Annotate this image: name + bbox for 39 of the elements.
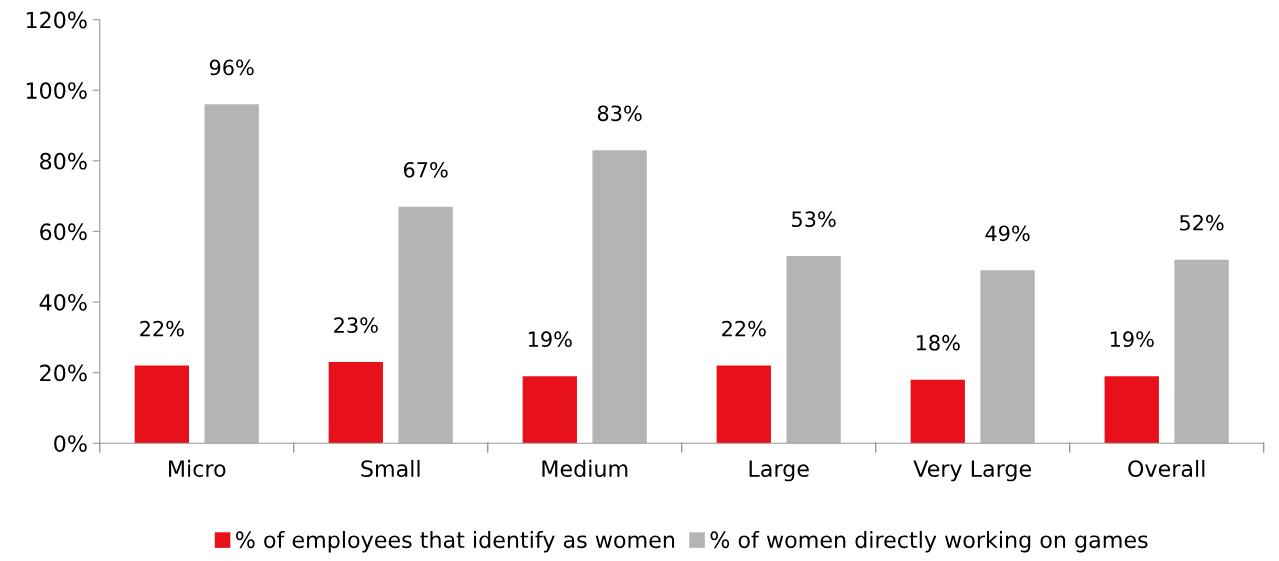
bar xyxy=(786,256,841,444)
x-tick-label: Large xyxy=(749,460,809,482)
x-tick-label: Overall xyxy=(1128,459,1205,478)
bar xyxy=(716,365,771,444)
y-tick-label: 80% xyxy=(40,152,87,170)
bar xyxy=(910,379,965,444)
bar xyxy=(134,365,189,444)
x-tick-label: Micro xyxy=(169,459,226,478)
legend-label: % of women directly working on games xyxy=(710,530,1148,553)
bar xyxy=(522,376,577,444)
legend-label: % of employees that identify as women xyxy=(235,530,675,553)
y-tick-label: 120% xyxy=(26,11,87,29)
data-label: 22% xyxy=(722,320,766,337)
data-label: 18% xyxy=(916,334,960,351)
data-label: 19% xyxy=(1110,331,1154,348)
data-label: 53% xyxy=(792,211,836,228)
y-tick-label: 20% xyxy=(40,364,87,382)
bar xyxy=(980,270,1035,444)
data-label: 22% xyxy=(140,320,184,337)
bar xyxy=(328,362,383,444)
data-label: 23% xyxy=(334,317,378,333)
x-tick-label: Medium xyxy=(542,459,628,478)
data-label: 19% xyxy=(528,331,572,348)
data-label: 96% xyxy=(209,59,254,76)
bar xyxy=(204,104,259,444)
y-tick-label: 60% xyxy=(40,223,87,241)
y-tick-label: 0% xyxy=(54,435,87,452)
x-tick-label: Small xyxy=(361,459,420,478)
data-label: 67% xyxy=(403,161,448,178)
data-label: 49% xyxy=(985,225,1030,242)
y-tick-label: 40% xyxy=(39,293,87,311)
y-tick-label: 100% xyxy=(26,82,87,99)
data-label: 52% xyxy=(1180,214,1224,231)
data-label: 83% xyxy=(597,105,642,122)
x-tick-label: Very Large xyxy=(913,460,1032,482)
bar xyxy=(1104,376,1159,444)
bar xyxy=(1174,259,1229,444)
bar xyxy=(398,206,453,444)
bar xyxy=(592,150,647,444)
